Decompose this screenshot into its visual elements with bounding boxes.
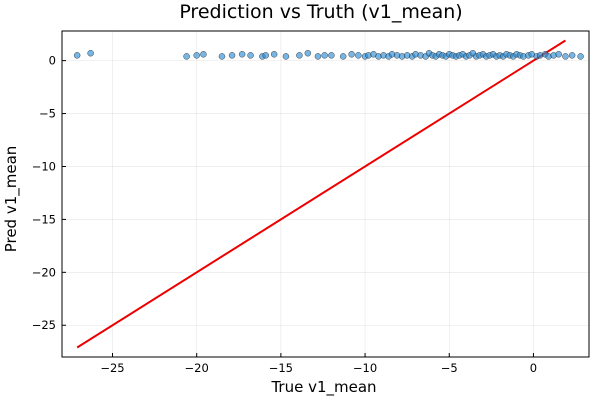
axis-layer: −25 −20 −15 −10 −5 0 0 −5 −10 −15 −20 −25 [32, 30, 590, 375]
y-tick-label: −10 [32, 159, 56, 173]
data-point [355, 52, 362, 59]
data-point [321, 52, 328, 59]
y-tick-label: −5 [39, 107, 56, 121]
data-point [247, 52, 254, 59]
plot-frame [61, 30, 590, 358]
x-tick-label: 0 [530, 361, 537, 375]
data-point [73, 52, 81, 59]
data-point [228, 52, 236, 59]
data-point [348, 51, 355, 58]
data-point [577, 53, 584, 60]
data-point [262, 52, 269, 59]
x-tick-label: −25 [100, 361, 124, 375]
x-tick-label: −20 [185, 361, 209, 375]
data-point [282, 53, 290, 60]
data-point [193, 52, 200, 59]
identity-reference-line [76, 39, 566, 349]
data-point [555, 51, 562, 58]
data-point [328, 52, 335, 59]
chart-title: Prediction vs Truth (v1_mean) [179, 1, 462, 23]
y-tick-label: −25 [32, 318, 56, 332]
data-point [339, 53, 347, 60]
data-point [218, 53, 226, 60]
x-tick-label: −10 [353, 361, 377, 375]
point-layer [73, 49, 584, 60]
y-tick-label: 0 [49, 54, 56, 68]
y-axis-label: Pred v1_mean [2, 146, 21, 253]
data-point [87, 49, 94, 57]
grid-layer [62, 31, 589, 357]
data-point [304, 49, 312, 57]
data-point [270, 51, 278, 58]
data-point [183, 53, 190, 60]
x-tick-label: −5 [441, 361, 458, 375]
x-tick-label: −15 [269, 361, 293, 375]
y-tick-label: −15 [32, 212, 56, 226]
y-tick-label: −20 [32, 265, 56, 279]
x-axis-label: True v1_mean [270, 378, 376, 397]
data-point [562, 53, 569, 60]
reference-line-layer [76, 39, 566, 349]
data-point [314, 53, 322, 60]
data-point [296, 52, 303, 59]
data-point [238, 51, 246, 58]
data-point [568, 52, 576, 59]
data-point [200, 51, 207, 58]
